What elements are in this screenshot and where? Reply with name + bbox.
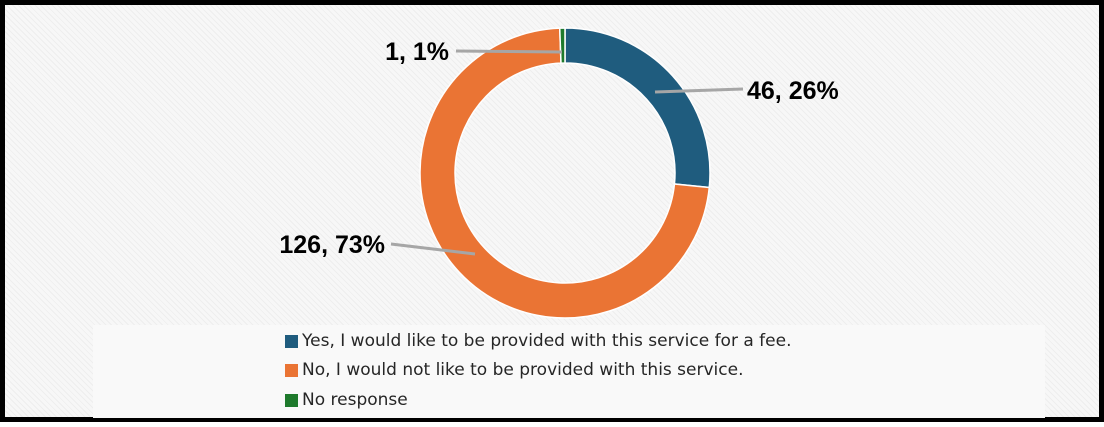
- legend-item-no: No, I would not like to be provided with…: [285, 357, 744, 383]
- legend-item-yes: Yes, I would like to be provided with th…: [285, 328, 791, 354]
- chart-legend: Yes, I would like to be provided with th…: [93, 325, 1045, 418]
- donut-slice-yes: [564, 27, 711, 189]
- legend-label-no-response: No response: [302, 390, 408, 410]
- leader-line-no: [390, 242, 476, 256]
- legend-item-no-response: No response: [285, 387, 408, 413]
- legend-label-yes: Yes, I would like to be provided with th…: [302, 331, 792, 351]
- data-label-yes: 46, 26%: [747, 77, 839, 105]
- donut-chart: 46, 26% 126, 73% 1, 1%: [279, 27, 839, 319]
- donut-slice-no: [419, 27, 711, 319]
- donut-slice-no-response: [558, 27, 566, 64]
- legend-swatch-yes: [285, 334, 298, 348]
- legend-label-no: No, I would not like to be provided with…: [302, 360, 744, 380]
- legend-swatch-no: [285, 363, 298, 377]
- leader-line-yes: [654, 87, 744, 94]
- leader-line-no-response: [455, 49, 563, 54]
- data-label-no: 126, 73%: [279, 231, 385, 259]
- data-label-no-response: 1, 1%: [385, 38, 449, 66]
- legend-swatch-no-response: [285, 393, 298, 407]
